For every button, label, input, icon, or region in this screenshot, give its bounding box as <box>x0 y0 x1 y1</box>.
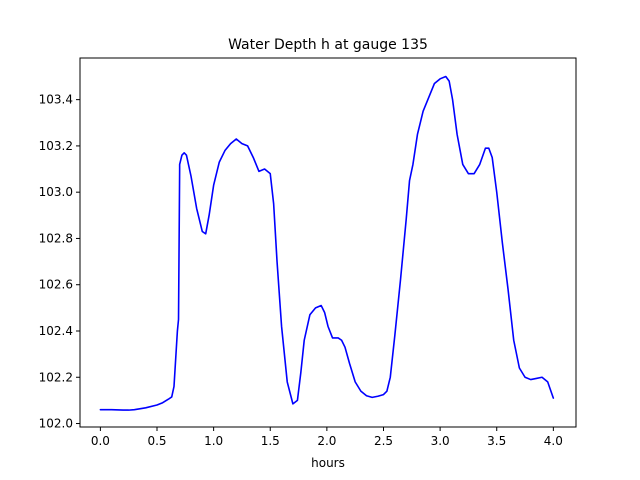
series-line-0 <box>99 75 555 411</box>
y-tick-label: 103.2 <box>39 139 73 153</box>
x-axis-label: hours <box>311 456 345 470</box>
x-tick-label: 3.0 <box>431 434 450 448</box>
y-tick-label: 103.0 <box>39 185 73 199</box>
x-axis-ticks: 0.0 0.5 1.0 1.5 2.0 2.5 3.0 3.5 4.0 <box>91 427 563 448</box>
x-tick-label: 0.5 <box>147 434 166 448</box>
x-tick-label: 2.0 <box>317 434 336 448</box>
chart-title: Water Depth h at gauge 135 <box>228 37 428 53</box>
x-tick-label: 0.0 <box>91 434 110 448</box>
y-tick-label: 102.2 <box>39 370 73 384</box>
plot-area <box>99 75 555 411</box>
y-tick-label: 102.8 <box>39 231 73 245</box>
x-tick-label: 1.5 <box>261 434 280 448</box>
y-axis-ticks: 102.0 102.2 102.4 102.6 102.8 103.0 103.2 103.4 <box>39 93 80 431</box>
y-tick-label: 102.0 <box>39 417 73 431</box>
y-tick-label: 102.6 <box>39 278 73 292</box>
x-tick-label: 2.5 <box>374 434 393 448</box>
y-tick-label: 102.4 <box>39 324 73 338</box>
x-tick-label: 4.0 <box>544 434 563 448</box>
y-tick-label: 103.4 <box>39 93 73 107</box>
plot-frame <box>79 57 577 428</box>
x-tick-label: 1.0 <box>204 434 223 448</box>
x-tick-label: 3.5 <box>487 434 506 448</box>
